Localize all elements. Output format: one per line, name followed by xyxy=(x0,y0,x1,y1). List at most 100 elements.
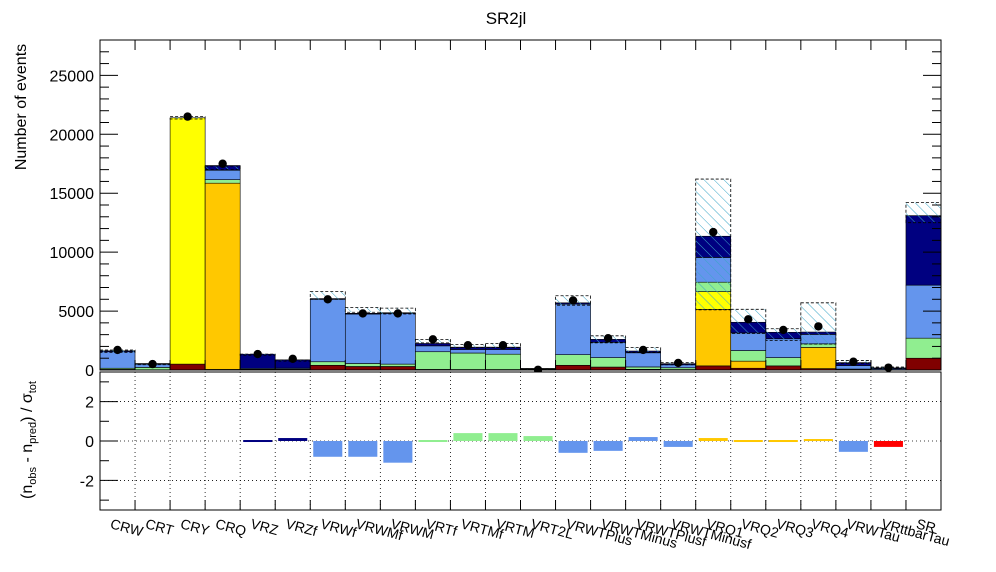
bar-segment xyxy=(169,117,206,365)
observed-point xyxy=(673,358,683,368)
category-label-CRT: CRT xyxy=(144,515,176,538)
bar-segment xyxy=(730,350,767,362)
bar-stack-VRWf xyxy=(309,298,346,371)
observed-point xyxy=(183,112,192,121)
bar-segment xyxy=(415,351,451,370)
category-label-SR: SR xyxy=(915,515,938,535)
main-y-tick-label: 5000 xyxy=(58,304,94,321)
bar-segment xyxy=(905,284,942,339)
bar-segment xyxy=(905,357,942,371)
category-label-CRY: CRY xyxy=(179,515,212,538)
uncertainty-band xyxy=(695,178,732,311)
observed-point xyxy=(113,345,122,355)
bar-stack-VRTMf xyxy=(450,346,486,371)
category-label-VRZ: VRZ xyxy=(249,515,281,538)
observed-point xyxy=(148,359,157,369)
bar-segment xyxy=(625,352,661,368)
category-label-CRQ: CRQ xyxy=(214,515,248,539)
bar-segment xyxy=(380,366,416,371)
observed-point xyxy=(393,309,403,318)
observed-point xyxy=(463,341,473,350)
ratio-bar-VRZ xyxy=(243,440,273,443)
ratio-bar-VRTf xyxy=(418,440,448,443)
ratio-bar-VRQ1 xyxy=(698,438,728,441)
ratio-bar-VRWTau xyxy=(838,441,868,452)
observed-point xyxy=(849,357,858,366)
observed-point xyxy=(603,333,613,343)
category-label-VRTf: VRTf xyxy=(424,515,459,539)
bar-stack-VRTM xyxy=(485,346,521,371)
ratio-bar-VRZf xyxy=(278,438,308,441)
bar-segment xyxy=(169,363,206,371)
observed-point xyxy=(884,363,893,372)
observed-point xyxy=(288,354,297,364)
bar-segment xyxy=(765,338,802,358)
bar-segment xyxy=(450,352,486,370)
observed-point xyxy=(498,341,508,350)
main-y-tick-label: 15000 xyxy=(50,186,95,203)
ratio-bar-VRTM xyxy=(488,433,518,441)
observed-point xyxy=(638,345,648,355)
chart-title: SR2jl xyxy=(486,9,527,28)
bar-segment xyxy=(450,349,486,354)
ratio-bar-VRQ3 xyxy=(768,440,798,443)
bar-segment xyxy=(415,345,451,353)
bar-segment xyxy=(765,365,802,371)
ratio-y-tick-label: -2 xyxy=(80,473,94,490)
bar-segment xyxy=(344,313,381,364)
bar-segment xyxy=(380,313,416,365)
bar-segment xyxy=(590,357,626,368)
observed-point xyxy=(323,295,332,304)
observed-point xyxy=(709,227,718,237)
uncertainty-band xyxy=(905,202,942,224)
ratio-bar-VRWMf xyxy=(348,441,378,457)
main-y-tick-label: 0 xyxy=(85,363,94,380)
observed-point xyxy=(253,349,262,359)
bar-segment xyxy=(415,343,451,347)
bar-stack-VRWMf xyxy=(344,313,381,371)
bar-segment xyxy=(835,365,872,370)
bar-segment xyxy=(695,309,732,367)
bar-segment xyxy=(309,298,346,363)
bar-segment xyxy=(344,363,381,367)
ratio-bar-VRWTPlusf xyxy=(628,437,658,441)
main-y-tick-label: 20000 xyxy=(50,127,95,144)
bar-stack-CRQ xyxy=(204,165,241,371)
bar-stack-VRWTPlus xyxy=(555,302,591,371)
bar-stack-VRTf xyxy=(415,343,451,371)
ratio-y-tick-label: 2 xyxy=(85,395,94,412)
bar-segment xyxy=(555,364,591,371)
bar-segment xyxy=(555,303,591,355)
bar-segment xyxy=(344,366,381,371)
ratio-bar-VRTMf xyxy=(453,433,483,441)
bar-segment xyxy=(99,351,136,369)
ratio-bar-VRT2L xyxy=(523,436,553,441)
ratio-bar-VRQ2 xyxy=(733,440,763,443)
bar-segment xyxy=(204,182,241,370)
ratio-bar-VRWTPlus xyxy=(558,441,588,453)
bar-segment xyxy=(309,361,346,366)
ratio-bar-VRWf xyxy=(313,441,343,457)
bar-segment xyxy=(204,179,241,184)
ratio-bar-VRttbarTau xyxy=(873,441,903,447)
bar-segment xyxy=(765,357,802,367)
bar-stack-VRWTMinus xyxy=(590,339,626,371)
ratio-y-tick-label: 0 xyxy=(85,434,94,451)
bar-segment xyxy=(625,366,661,370)
ratio-bar-VRWM xyxy=(383,441,413,463)
bar-segment xyxy=(905,337,942,359)
observed-point xyxy=(779,325,788,335)
main-y-tick-label: 10000 xyxy=(50,245,95,262)
ratio-bar-VRWTMinusf xyxy=(663,441,693,447)
observed-point xyxy=(814,322,823,331)
bar-segment xyxy=(905,215,942,286)
ratio-plot-area: -2 0 2 xyxy=(80,371,942,511)
observed-point xyxy=(218,159,227,168)
main-y-axis-label: Number of events xyxy=(13,44,30,170)
bar-segment xyxy=(800,347,837,369)
main-y-tick-label: 25000 xyxy=(50,68,95,85)
observed-point xyxy=(358,309,368,318)
bar-segment xyxy=(730,360,767,369)
bar-segment xyxy=(380,363,416,367)
